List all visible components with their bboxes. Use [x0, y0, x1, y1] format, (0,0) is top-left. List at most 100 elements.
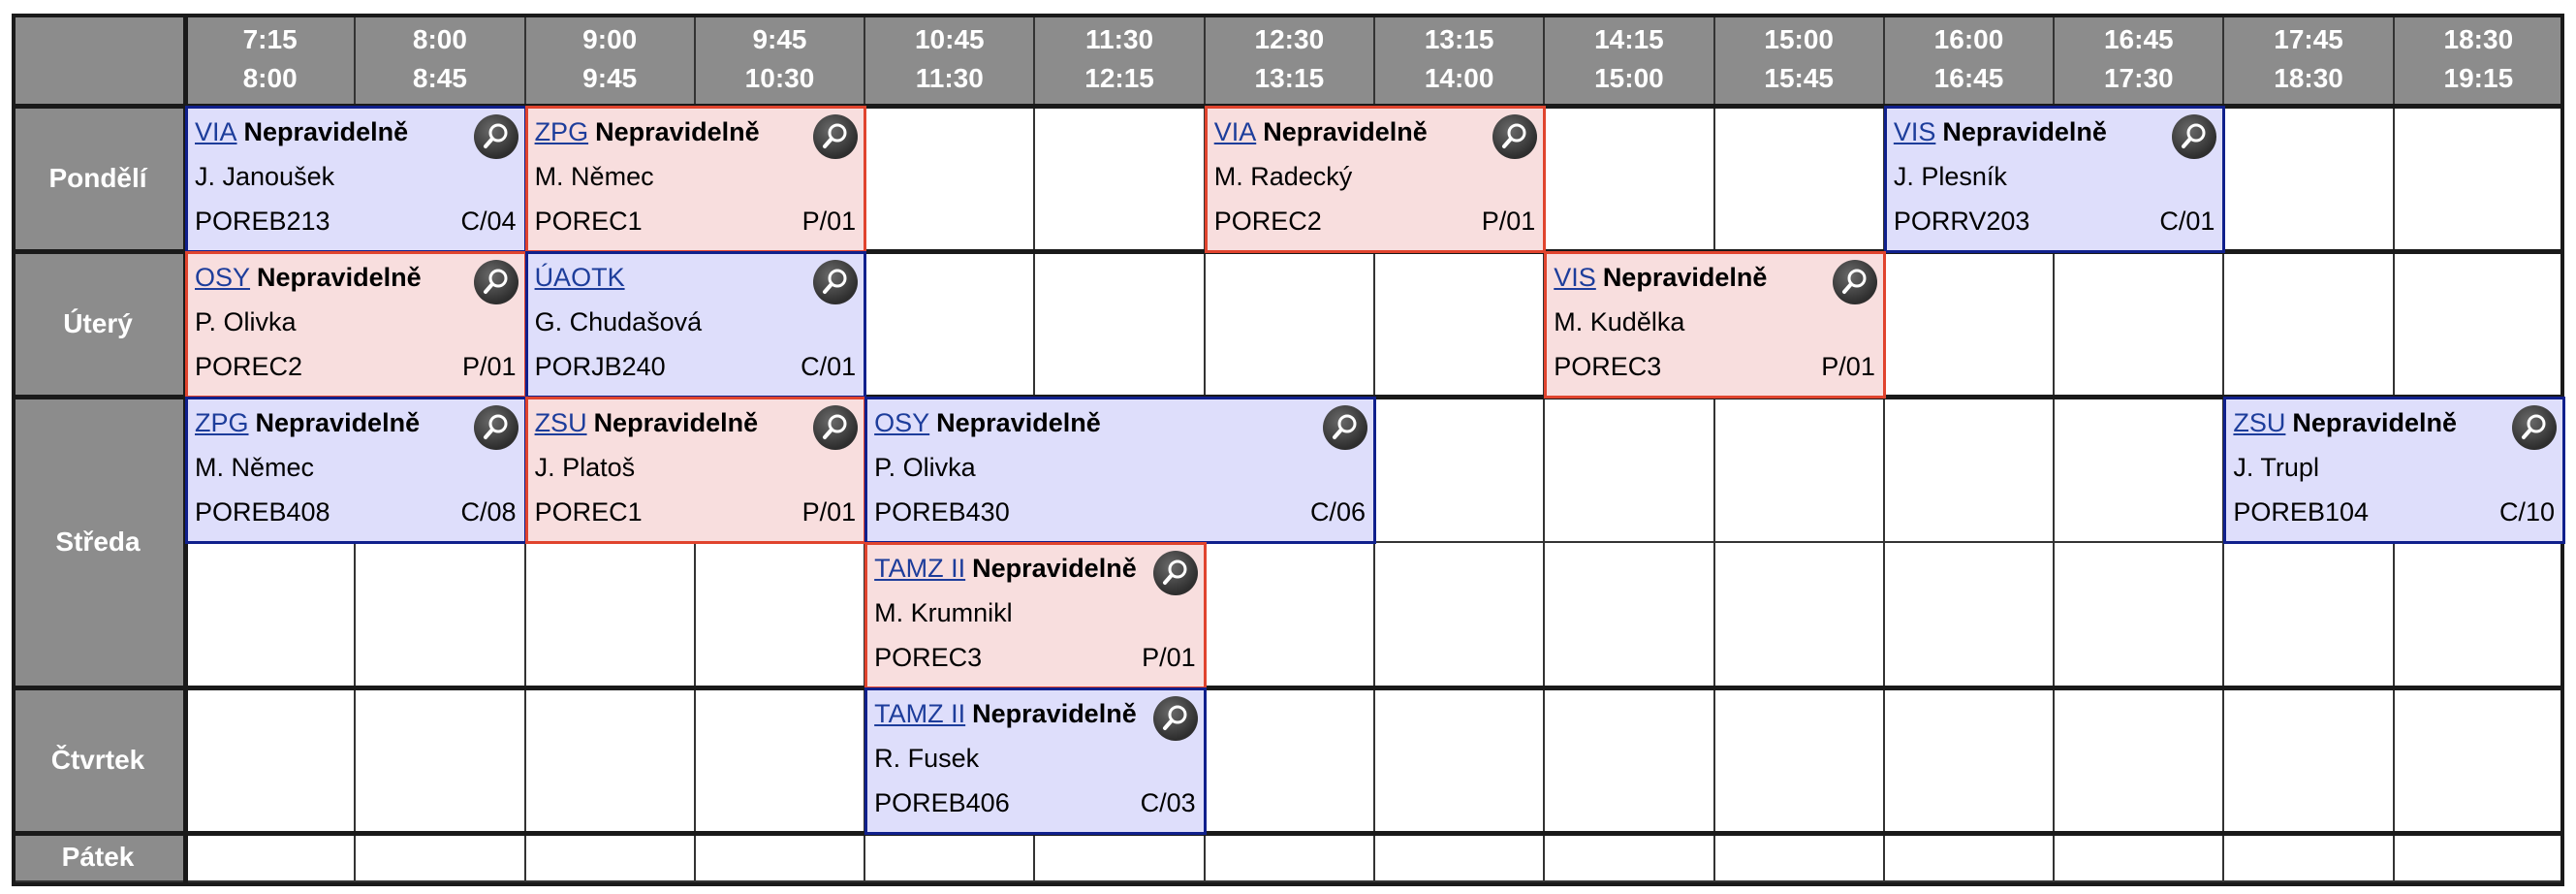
empty-cell — [865, 252, 1036, 398]
time-slot-end: 13:15 — [1254, 63, 1325, 93]
magnifier-icon[interactable] — [1152, 696, 1198, 741]
course-code-link[interactable]: TAMZ II — [874, 554, 966, 583]
event-room: PORJB240 — [534, 352, 666, 381]
day-label-4: Pátek — [12, 834, 186, 882]
event-room-row: POREB213 C/04 — [195, 200, 517, 242]
day-label-2: Středa — [12, 398, 186, 688]
time-slot-header: 14:15 15:00 — [1545, 14, 1715, 107]
time-slot-header: 16:00 16:45 — [1884, 14, 2056, 107]
empty-cell — [356, 688, 526, 834]
empty-cell — [2055, 252, 2225, 398]
time-slot-start: 10:45 — [914, 24, 985, 54]
day-name: Pondělí — [48, 163, 147, 193]
empty-cell — [865, 834, 1036, 882]
course-code-link[interactable]: TAMZ II — [874, 699, 966, 728]
magnifier-icon[interactable] — [473, 405, 518, 450]
schedule-event: OSY Nepravidelně P. Olivka POREB430 C/06 — [864, 397, 1376, 544]
event-title: ZSU Nepravidelně — [2233, 401, 2555, 444]
event-group: C/03 — [1140, 788, 1196, 817]
empty-cell — [1714, 543, 1885, 688]
magnifier-icon[interactable] — [2511, 405, 2557, 450]
day-label-1: Úterý — [12, 252, 186, 398]
empty-cell — [1035, 252, 1206, 398]
time-slot-start: 9:45 — [752, 24, 807, 54]
empty-cell — [1205, 688, 1375, 834]
magnifier-icon[interactable] — [2172, 114, 2217, 159]
empty-cell — [1375, 688, 1546, 834]
course-code-link[interactable]: VIS — [1554, 263, 1596, 292]
magnifier-icon[interactable] — [813, 260, 859, 304]
course-code-link[interactable]: OSY — [874, 408, 930, 437]
time-slot-start: 15:00 — [1764, 24, 1835, 54]
course-code-link[interactable]: ÚAOTK — [534, 263, 625, 292]
empty-cell — [1884, 688, 2056, 834]
empty-cell — [2394, 107, 2564, 252]
event-teacher: M. Němec — [195, 453, 315, 482]
empty-cell — [356, 834, 526, 882]
event-room-row: POREB406 C/03 — [874, 782, 1196, 824]
course-code-link[interactable]: VIA — [1213, 117, 1257, 146]
event-frequency: Nepravidelně — [2292, 408, 2457, 437]
event-room-row: POREC3 P/01 — [1554, 345, 1875, 388]
row-separator — [12, 686, 2564, 690]
empty-cell — [695, 543, 866, 688]
empty-cell — [1375, 252, 1546, 398]
event-room-row: POREB104 C/10 — [2233, 491, 2555, 533]
magnifier-icon[interactable] — [473, 260, 518, 304]
empty-cell — [2055, 688, 2225, 834]
magnifier-icon[interactable] — [1152, 551, 1198, 595]
event-room: POREC1 — [534, 497, 643, 527]
empty-cell — [1375, 398, 1546, 543]
event-room-row: POREB430 C/06 — [874, 491, 1366, 533]
schedule-event: VIA Nepravidelně J. Janoušek POREB213 C/04 — [185, 106, 527, 253]
schedule-event: TAMZ II Nepravidelně R. Fusek POREB406 C/03 — [864, 687, 1207, 835]
schedule-event: OSY Nepravidelně P. Olivka POREC2 P/01 — [185, 251, 527, 399]
day-name: Středa — [55, 527, 141, 557]
empty-cell — [1545, 834, 1715, 882]
time-slot-header: 8:00 8:45 — [356, 14, 526, 107]
course-code-link[interactable]: ZSU — [2233, 408, 2286, 437]
event-group: C/01 — [2159, 207, 2215, 236]
time-slot-start: 17:45 — [2274, 24, 2343, 54]
event-group: C/01 — [801, 352, 857, 381]
empty-cell — [356, 543, 526, 688]
empty-cell — [2224, 688, 2395, 834]
time-slot-header: 12:30 13:15 — [1205, 14, 1375, 107]
course-code-link[interactable]: ZPG — [534, 117, 589, 146]
event-title: OSY Nepravidelně — [874, 401, 1366, 444]
course-code-link[interactable]: VIA — [195, 117, 237, 146]
course-code-link[interactable]: VIS — [1893, 117, 1936, 146]
event-title: ÚAOTK — [535, 256, 857, 299]
time-slot-header: 18:30 19:15 — [2394, 14, 2564, 107]
course-code-link[interactable]: ZPG — [195, 408, 249, 437]
magnifier-icon[interactable] — [473, 114, 518, 159]
empty-cell — [1884, 543, 2056, 688]
schedule-event: ZSU Nepravidelně J. Trupl POREB104 C/10 — [2223, 397, 2565, 544]
day-label-3: Čtvrtek — [12, 688, 186, 834]
event-room-row: POREC1 P/01 — [535, 200, 857, 242]
magnifier-icon[interactable] — [813, 114, 859, 159]
time-slot-end: 16:45 — [1933, 63, 2004, 93]
event-room: PORRV203 — [1893, 207, 2030, 236]
time-slot-header: 13:15 14:00 — [1375, 14, 1546, 107]
magnifier-icon[interactable] — [1322, 405, 1367, 450]
event-room-row: PORRV203 C/01 — [1894, 200, 2215, 242]
event-group: P/01 — [801, 207, 857, 236]
magnifier-icon[interactable] — [1832, 260, 1877, 304]
event-title: TAMZ II Nepravidelně — [874, 692, 1196, 735]
event-room-row: POREC3 P/01 — [874, 636, 1196, 679]
empty-cell — [1375, 543, 1546, 688]
magnifier-icon[interactable] — [813, 405, 859, 450]
event-group: P/01 — [1142, 643, 1196, 672]
empty-cell — [2394, 252, 2564, 398]
magnifier-icon[interactable] — [1492, 114, 1538, 159]
event-room: POREB408 — [195, 497, 330, 527]
course-code-link[interactable]: ZSU — [534, 408, 587, 437]
event-title: VIA Nepravidelně — [1214, 111, 1536, 153]
course-code-link[interactable]: OSY — [195, 263, 251, 292]
empty-cell — [865, 107, 1036, 252]
event-room-row: POREC2 P/01 — [1214, 200, 1536, 242]
time-slot-start: 13:15 — [1424, 24, 1494, 54]
row-separator — [12, 831, 2564, 836]
empty-cell — [695, 688, 866, 834]
